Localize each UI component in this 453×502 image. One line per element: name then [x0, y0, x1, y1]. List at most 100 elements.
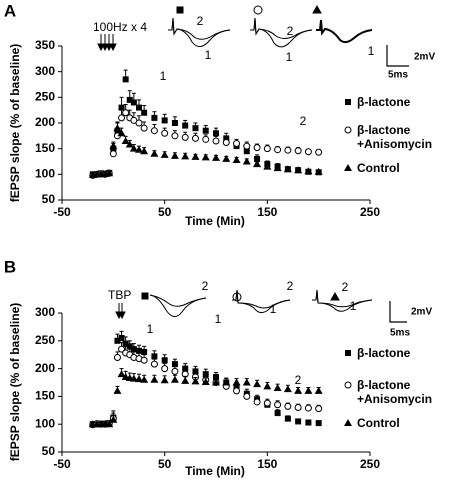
data-point	[212, 153, 220, 161]
data-point	[136, 347, 142, 354]
data-point	[114, 337, 121, 344]
data-point	[113, 386, 122, 394]
data-point	[170, 151, 179, 159]
data-point	[170, 375, 179, 383]
data-point	[315, 148, 323, 156]
data-point	[140, 375, 149, 383]
inset-label: 1	[205, 48, 212, 62]
data-point	[109, 415, 118, 423]
x-axis-title: Time (Min)	[185, 464, 245, 478]
data-point	[274, 401, 282, 409]
data-point	[294, 386, 303, 394]
y-tick-label: 50	[42, 444, 56, 458]
legend-label: Control	[357, 416, 400, 430]
legend-label: β-lactone +Anisomycin	[357, 123, 433, 151]
data-point	[109, 142, 118, 150]
inset-label: 2	[287, 24, 294, 38]
data-point	[212, 137, 220, 145]
data-point	[118, 104, 125, 111]
data-point	[263, 162, 272, 170]
legend-marker	[344, 164, 352, 171]
data-point	[232, 155, 241, 163]
legend-marker	[344, 126, 352, 134]
data-point	[136, 104, 142, 111]
stimulus-label: TBP	[108, 288, 131, 302]
data-point	[151, 114, 158, 121]
y-axis-title: fEPSP slope (% of baseline)	[8, 44, 22, 202]
data-point	[314, 167, 323, 175]
x-tick-label: 250	[360, 457, 380, 471]
data-point	[191, 134, 199, 142]
stimulus-label: 100Hz x 4	[93, 20, 147, 34]
scale-bar-label: 2mV	[414, 52, 435, 63]
y-tick-label: 50	[42, 192, 56, 206]
y-tick-label: 100	[35, 416, 55, 430]
data-point	[284, 402, 292, 410]
data-point	[273, 384, 282, 392]
data-point	[125, 140, 134, 148]
x-tick-label: 150	[257, 457, 277, 471]
data-point	[294, 166, 303, 174]
arrows	[97, 34, 126, 320]
panel-label: A	[4, 1, 16, 20]
data-point	[192, 125, 199, 132]
y-tick-label: 200	[35, 361, 55, 375]
data-point	[242, 378, 251, 386]
data-point	[130, 346, 137, 353]
data-point	[222, 378, 231, 386]
data-point	[213, 373, 219, 380]
data-point	[151, 353, 158, 360]
data-point	[201, 153, 210, 161]
data-point	[105, 169, 114, 177]
data-point	[222, 154, 231, 162]
inset-label: 2	[287, 279, 294, 293]
data-point	[140, 147, 149, 155]
x-tick-label: 50	[158, 205, 172, 219]
data-point	[182, 365, 189, 372]
scale-bar-label: 5ms	[388, 70, 408, 81]
data-point	[150, 149, 159, 157]
data-point	[171, 367, 179, 375]
data-point	[315, 405, 323, 413]
y-tick-label: 300	[35, 305, 55, 319]
y-tick-label: 300	[35, 64, 55, 78]
data-point	[141, 348, 148, 355]
data-point	[182, 122, 189, 129]
data-point	[274, 410, 281, 417]
data-point	[283, 385, 292, 393]
data-point	[243, 392, 251, 400]
annotation: 1	[147, 322, 154, 336]
x-tick-label: 150	[257, 205, 277, 219]
data-point	[150, 360, 158, 368]
y-tick-label: 150	[35, 141, 55, 155]
data-point	[284, 415, 291, 422]
data-point	[140, 124, 148, 132]
data-point	[202, 127, 209, 134]
data-point	[315, 420, 322, 427]
data-point	[126, 343, 133, 350]
data-point	[192, 368, 199, 375]
data-point	[305, 419, 312, 426]
data-point	[118, 335, 125, 342]
data-point	[263, 399, 271, 407]
data-point	[284, 146, 292, 154]
data-point	[253, 380, 262, 388]
data-point	[304, 167, 313, 175]
data-point	[121, 136, 130, 144]
data-point	[141, 109, 148, 116]
legend-label: Control	[357, 161, 400, 175]
legend-label: β-lactone +Anisomycin	[357, 378, 433, 406]
data-point	[273, 164, 282, 172]
data-point	[161, 117, 168, 124]
data-point	[117, 370, 126, 378]
x-tick-label: -50	[53, 457, 71, 471]
data-point	[113, 124, 122, 132]
inset-label: 1	[270, 302, 277, 316]
data-point	[161, 129, 169, 137]
data-point	[202, 135, 210, 143]
inset-traces	[149, 17, 373, 317]
y-tick-label: 150	[35, 389, 55, 403]
legend-marker	[344, 381, 352, 389]
data-point	[105, 420, 114, 428]
